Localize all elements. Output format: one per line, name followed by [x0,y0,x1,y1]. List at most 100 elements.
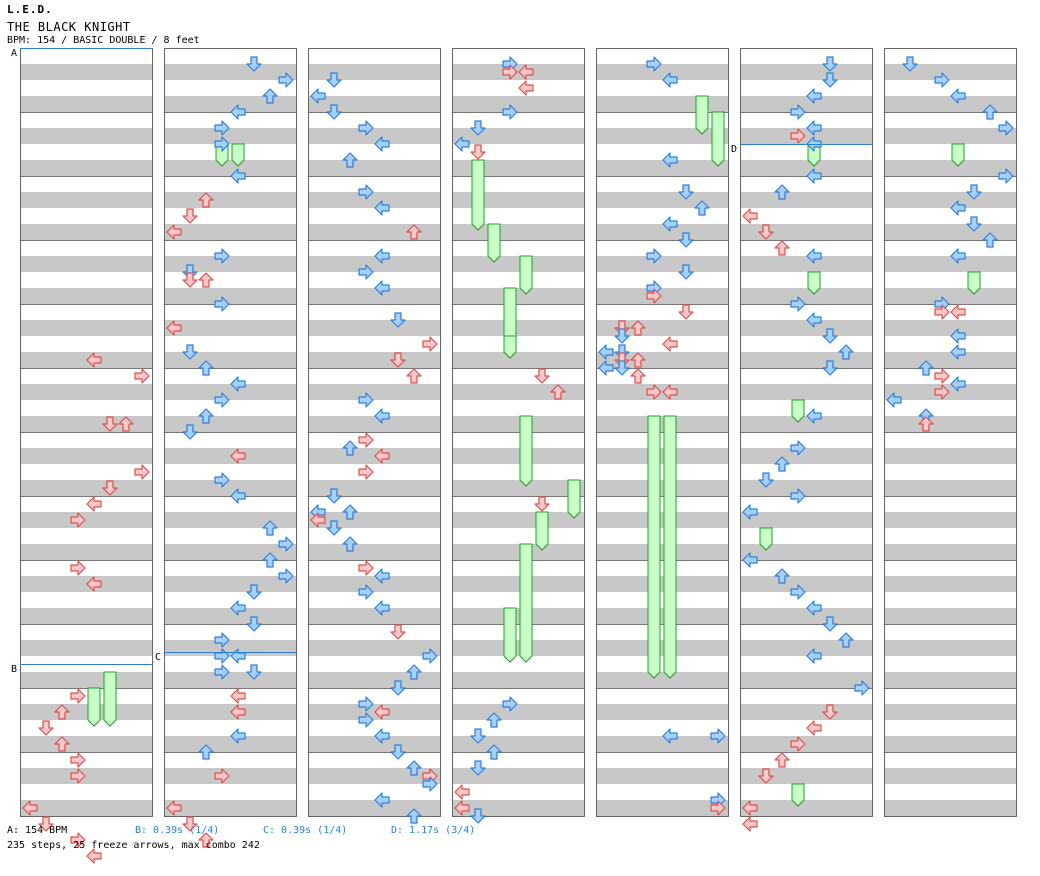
beat-stripe [740,160,872,176]
beat-stripe [884,128,1016,144]
step-arrow [70,688,86,704]
beat-stripe [884,64,1016,80]
beat-stripe [884,320,1016,336]
beat-stripe [884,304,1016,320]
beat-stripe [308,192,440,208]
arrow-shape [182,816,198,832]
arrow-shape [390,352,406,368]
beat-stripe [308,800,440,816]
beat-stripe [884,496,1016,512]
step-arrow [246,56,262,72]
arrow-shape [38,816,54,832]
beat-stripe [884,544,1016,560]
step-arrow [326,104,342,120]
beat-stripe [452,560,584,576]
beat-stripe [308,704,440,720]
step-arrow [358,432,374,448]
beat-stripe [884,96,1016,112]
step-arrow [230,448,246,464]
step-arrow [598,344,614,360]
step-arrow [854,680,870,696]
step-arrow [406,368,422,384]
beat-stripe [596,272,728,288]
beat-stripe [164,240,296,256]
beat-stripe [164,784,296,800]
step-arrow [822,704,838,720]
beat-stripe [20,368,152,384]
freeze-arrow [791,783,805,807]
step-arrow [934,384,950,400]
step-arrow [678,184,694,200]
arrow-shape [374,448,390,464]
step-arrow [486,712,502,728]
beat-stripe [308,640,440,656]
beat-stripe [452,48,584,64]
arrow-shape [934,72,950,88]
arrow-shape [614,328,630,344]
beat-stripe [596,224,728,240]
step-arrow [774,568,790,584]
step-arrow [758,472,774,488]
beat-stripe [164,192,296,208]
arrow-shape [774,456,790,472]
step-arrow [614,328,630,344]
arrow-shape [742,504,758,520]
beat-stripe [884,560,1016,576]
step-arrow [182,424,198,440]
step-arrow [374,792,390,808]
step-arrow [486,744,502,760]
arrow-shape [806,88,822,104]
arrow-shape [966,184,982,200]
beat-stripe [596,48,728,64]
arrow-shape [374,600,390,616]
beat-stripe [884,480,1016,496]
arrow-shape [470,144,486,160]
chart-column-5 [596,48,729,817]
beat-stripe [164,528,296,544]
beat-stripe [164,128,296,144]
arrow-shape [662,384,678,400]
step-arrow [230,688,246,704]
step-arrow [950,88,966,104]
beat-stripe [164,176,296,192]
step-arrow [230,488,246,504]
step-arrow [806,312,822,328]
column-border [452,48,585,817]
beat-stripe [740,176,872,192]
step-arrow [390,680,406,696]
arrow-shape [486,712,502,728]
beat-stripe [740,656,872,672]
step-arrow [214,392,230,408]
step-arrow [502,64,518,80]
beat-stripe [740,128,872,144]
beat-stripe [884,784,1016,800]
step-arrow [950,328,966,344]
arrow-shape [774,184,790,200]
arrow-shape [246,616,262,632]
arrow-shape [214,136,230,152]
arrow-shape [326,520,342,536]
arrow-shape [662,336,678,352]
chart-column-2 [164,48,297,817]
step-arrow [790,128,806,144]
freeze-arrow [791,399,805,423]
step-arrow [982,104,998,120]
arrow-shape [358,712,374,728]
beat-stripe [884,736,1016,752]
arrow-shape [998,168,1014,184]
beat-stripe [20,160,152,176]
beat-stripe [308,208,440,224]
freeze-arrow [567,479,581,519]
beat-stripe [308,480,440,496]
step-arrow [310,512,326,528]
column-border [740,48,873,817]
step-arrow [822,72,838,88]
arrow-shape [374,704,390,720]
timing-marker-label: C [155,652,161,663]
beat-stripe [452,384,584,400]
step-arrow [326,488,342,504]
beat-stripe [308,272,440,288]
beat-stripe [20,544,152,560]
arrow-shape [950,88,966,104]
